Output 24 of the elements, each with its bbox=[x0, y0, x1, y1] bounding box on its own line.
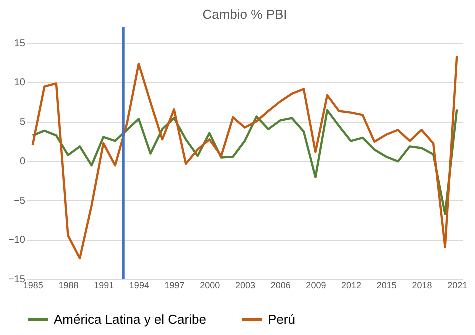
x-tick-label: 1985 bbox=[23, 280, 44, 290]
x-tick-label: 1994 bbox=[129, 280, 150, 290]
y-tick-label: 15 bbox=[14, 38, 26, 50]
x-tick-label: 1988 bbox=[58, 280, 79, 290]
y-tick-label: 0 bbox=[20, 156, 26, 168]
x-tick-label: 2000 bbox=[200, 280, 220, 290]
legend-label: Perú bbox=[268, 312, 296, 327]
line-series bbox=[32, 55, 458, 260]
x-tick-label: 2009 bbox=[306, 280, 326, 290]
line-series bbox=[32, 108, 458, 216]
y-tick-label: 5 bbox=[20, 117, 26, 128]
x-tick-label: 2012 bbox=[342, 280, 362, 290]
chart-title: Cambio % PBI bbox=[202, 6, 288, 22]
x-tick-label: 1997 bbox=[164, 280, 185, 290]
x-tick-label: 2018 bbox=[412, 280, 432, 290]
legend-label: América Latina y el Caribe bbox=[54, 312, 206, 327]
y-tick-label: 10 bbox=[14, 78, 26, 89]
x-tick-label: 2003 bbox=[235, 280, 256, 290]
y-tick-label: −10 bbox=[8, 235, 26, 246]
x-tick-label: 2006 bbox=[270, 280, 291, 290]
x-tick-label: 1991 bbox=[94, 280, 114, 290]
x-tick-label: 2015 bbox=[376, 280, 397, 290]
x-tick-label: 2021 bbox=[448, 280, 468, 290]
y-tick-label: −5 bbox=[14, 196, 26, 207]
